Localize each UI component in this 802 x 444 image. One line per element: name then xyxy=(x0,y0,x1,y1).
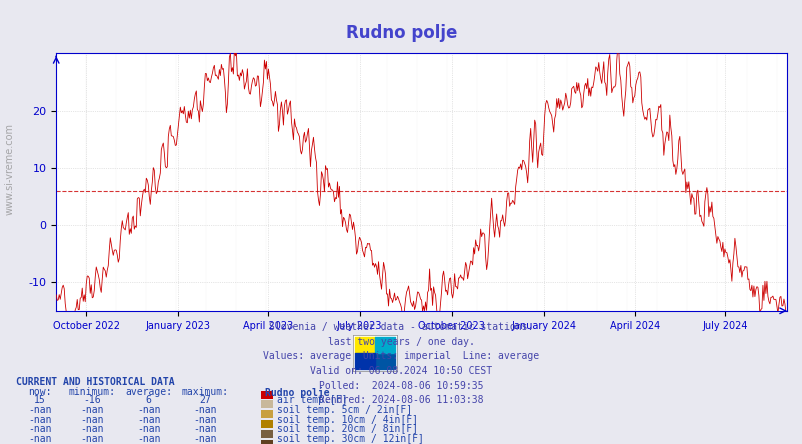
Text: now:: now: xyxy=(28,387,52,397)
Text: -16: -16 xyxy=(83,395,101,405)
Text: 6: 6 xyxy=(145,395,152,405)
Text: maximum:: maximum: xyxy=(181,387,228,397)
Text: 15: 15 xyxy=(34,395,46,405)
Text: Values: average  Units: imperial  Line: average: Values: average Units: imperial Line: av… xyxy=(263,351,539,361)
Text: average:: average: xyxy=(125,387,172,397)
Text: Polled:  2024-08-06 10:59:35: Polled: 2024-08-06 10:59:35 xyxy=(319,381,483,391)
Text: soil temp. 5cm / 2in[F]: soil temp. 5cm / 2in[F] xyxy=(277,405,411,415)
Text: minimum:: minimum: xyxy=(69,387,115,397)
Text: -nan: -nan xyxy=(192,415,217,425)
Text: -nan: -nan xyxy=(80,415,104,425)
Text: Slovenia / weather data - automatic stations.: Slovenia / weather data - automatic stat… xyxy=(269,322,533,332)
Text: last two years / one day.: last two years / one day. xyxy=(328,337,474,347)
Text: -nan: -nan xyxy=(192,405,217,415)
Text: 27: 27 xyxy=(199,395,210,405)
Text: -nan: -nan xyxy=(136,405,160,415)
Text: -nan: -nan xyxy=(192,434,217,444)
Text: -nan: -nan xyxy=(136,424,160,435)
Text: -nan: -nan xyxy=(136,415,160,425)
Text: Rendred: 2024-08-06 11:03:38: Rendred: 2024-08-06 11:03:38 xyxy=(319,395,483,405)
Text: soil temp. 20cm / 8in[F]: soil temp. 20cm / 8in[F] xyxy=(277,424,418,435)
Text: air temp.[F]: air temp.[F] xyxy=(277,395,347,405)
Text: -nan: -nan xyxy=(28,405,52,415)
Text: Rudno polje: Rudno polje xyxy=(265,387,329,398)
Text: Valid on: 06.08.2024 10:50 CEST: Valid on: 06.08.2024 10:50 CEST xyxy=(310,366,492,376)
Text: -nan: -nan xyxy=(80,434,104,444)
Text: -nan: -nan xyxy=(136,434,160,444)
Text: -nan: -nan xyxy=(192,424,217,435)
Text: -nan: -nan xyxy=(80,424,104,435)
Text: -nan: -nan xyxy=(80,405,104,415)
Text: -nan: -nan xyxy=(28,424,52,435)
Text: soil temp. 10cm / 4in[F]: soil temp. 10cm / 4in[F] xyxy=(277,415,418,425)
Text: www.si-vreme.com: www.si-vreme.com xyxy=(5,123,14,215)
Text: -nan: -nan xyxy=(28,415,52,425)
Text: -nan: -nan xyxy=(28,434,52,444)
Text: soil temp. 30cm / 12in[F]: soil temp. 30cm / 12in[F] xyxy=(277,434,423,444)
Text: CURRENT AND HISTORICAL DATA: CURRENT AND HISTORICAL DATA xyxy=(16,377,175,388)
Text: Rudno polje: Rudno polje xyxy=(346,24,456,43)
